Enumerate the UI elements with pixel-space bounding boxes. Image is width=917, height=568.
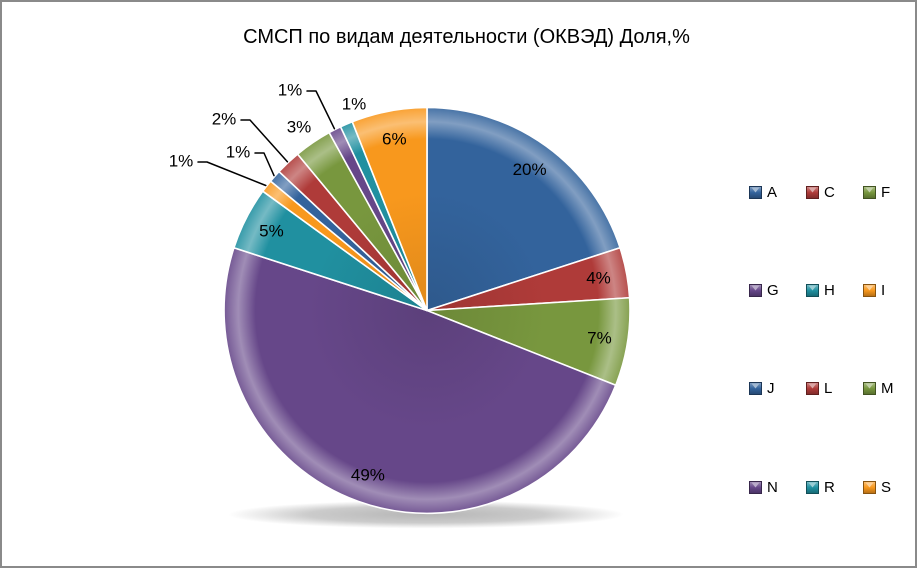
legend-key-S-icon bbox=[863, 481, 876, 494]
legend-entry-M[interactable]: M bbox=[863, 381, 894, 396]
pie-label-F: 7% bbox=[587, 328, 612, 347]
legend-entry-H[interactable]: H bbox=[806, 283, 835, 298]
legend-label-A: A bbox=[767, 184, 778, 201]
legend-key-H-icon bbox=[806, 284, 819, 297]
pie-slice-G[interactable] bbox=[223, 246, 617, 515]
pie-label-N: 1% bbox=[278, 81, 303, 100]
pie-label-R: 1% bbox=[342, 95, 367, 114]
legend-label-C: C bbox=[824, 184, 835, 201]
legend-entry-R[interactable]: R bbox=[806, 480, 835, 495]
chart-title: СМСП по видам деятельности (ОКВЭД) Доля,… bbox=[243, 26, 690, 48]
pie-label-I: 1% bbox=[169, 152, 194, 171]
legend-entry-N[interactable]: N bbox=[749, 480, 778, 495]
legend-label-I: I bbox=[881, 282, 886, 299]
legend-label-R: R bbox=[824, 479, 835, 496]
legend-key-I-icon bbox=[863, 284, 876, 297]
pie-label-J: 1% bbox=[226, 143, 251, 162]
legend-key-L-icon bbox=[806, 382, 819, 395]
leader-line-L bbox=[240, 119, 289, 163]
legend-entry-C[interactable]: C bbox=[806, 185, 835, 200]
legend-key-R-icon bbox=[806, 481, 819, 494]
legend-key-F-icon bbox=[863, 186, 876, 199]
legend-entry-J[interactable]: J bbox=[749, 381, 775, 396]
leader-line-J bbox=[254, 152, 275, 177]
pie-label-H: 5% bbox=[259, 222, 284, 241]
legend-label-S: S bbox=[881, 479, 892, 496]
pie-label-C: 4% bbox=[586, 268, 611, 287]
legend-entry-I[interactable]: I bbox=[863, 283, 885, 298]
pie-slice-A[interactable] bbox=[426, 106, 621, 312]
legend-label-L: L bbox=[824, 380, 833, 397]
legend-key-C-icon bbox=[806, 186, 819, 199]
legend-label-G: G bbox=[767, 282, 779, 299]
legend-entry-F[interactable]: F bbox=[863, 185, 890, 200]
pie-label-G: 49% bbox=[351, 465, 385, 484]
legend-label-H: H bbox=[824, 282, 835, 299]
pie-label-L: 2% bbox=[212, 110, 237, 129]
legend-entry-G[interactable]: G bbox=[749, 283, 779, 298]
pie-slice-S[interactable] bbox=[351, 106, 428, 312]
pie-label-S: 6% bbox=[382, 130, 407, 149]
legend-key-N-icon bbox=[749, 481, 762, 494]
leader-line-N bbox=[306, 90, 336, 130]
legend-key-J-icon bbox=[749, 382, 762, 395]
legend-entry-L[interactable]: L bbox=[806, 381, 832, 396]
legend-entry-A[interactable]: A bbox=[749, 185, 777, 200]
legend-key-A-icon bbox=[749, 186, 762, 199]
legend-label-F: F bbox=[881, 184, 891, 201]
legend-key-G-icon bbox=[749, 284, 762, 297]
legend-entry-S[interactable]: S bbox=[863, 480, 891, 495]
leader-line-I bbox=[197, 161, 267, 187]
pie-label-A: 20% bbox=[513, 160, 547, 179]
pie-shadow bbox=[228, 500, 624, 529]
legend-label-M: M bbox=[881, 380, 894, 397]
legend-label-J: J bbox=[767, 380, 775, 397]
legend-key-M-icon bbox=[863, 382, 876, 395]
legend-label-N: N bbox=[767, 479, 778, 496]
pie-label-M: 3% bbox=[287, 118, 312, 137]
